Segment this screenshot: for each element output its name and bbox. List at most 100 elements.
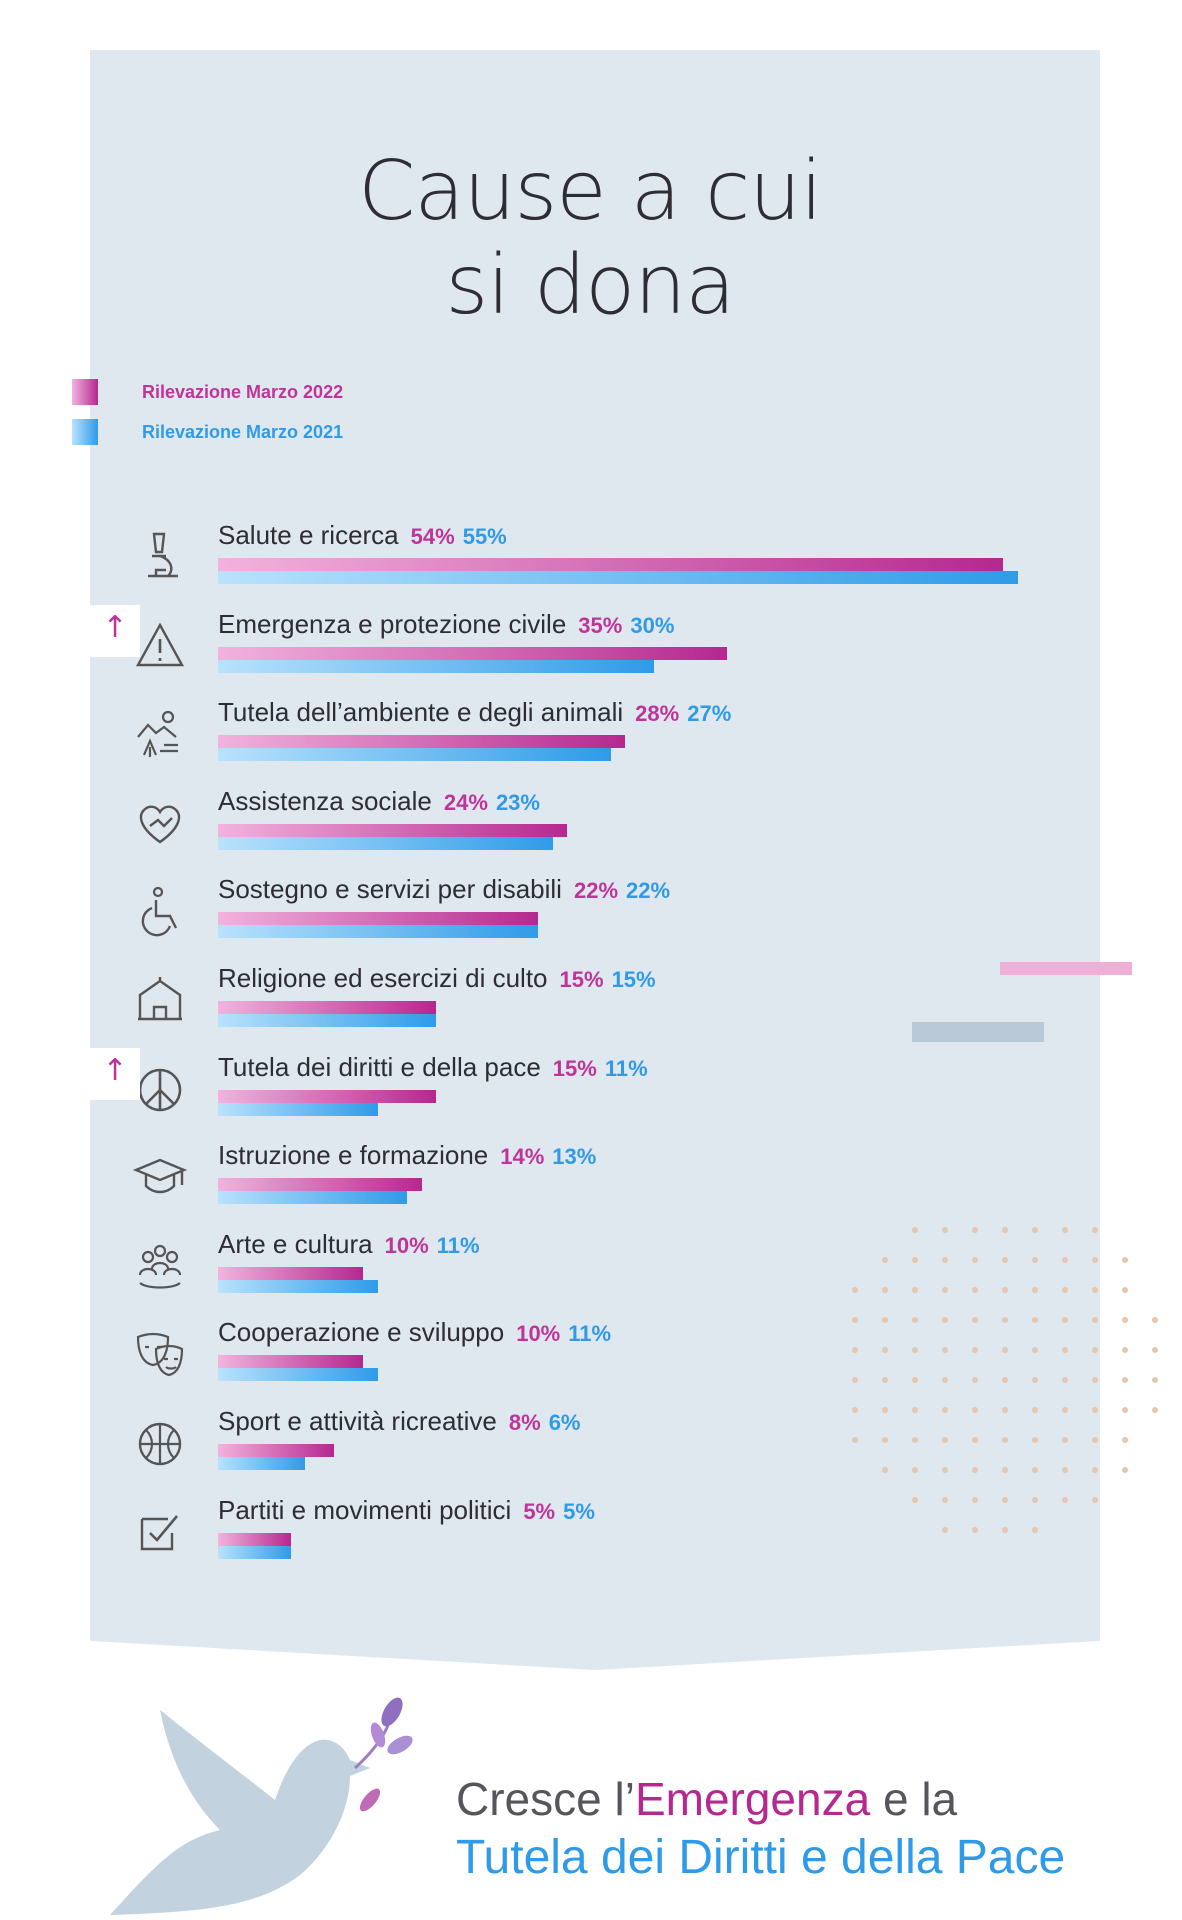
bar-2021 xyxy=(218,1102,378,1116)
category-label: Religione ed esercizi di culto xyxy=(218,963,548,993)
decorative-dot xyxy=(852,1407,858,1413)
decorative-dot xyxy=(972,1317,978,1323)
decorative-dot xyxy=(1032,1437,1038,1443)
decorative-dot xyxy=(1092,1437,1098,1443)
title-line-1: Cause a cui xyxy=(358,144,823,239)
decorative-dot xyxy=(972,1527,978,1533)
chart-title: Cause a cui si dona xyxy=(300,145,880,333)
footer-line-1: Cresce l’Emergenza e la xyxy=(456,1770,1065,1828)
bar-label: Salute e ricerca 54% 55% xyxy=(218,520,507,551)
decorative-dot xyxy=(942,1527,948,1533)
decorative-dot xyxy=(882,1377,888,1383)
decorative-dot xyxy=(942,1227,948,1233)
category-label: Emergenza e protezione civile xyxy=(218,608,567,639)
value-label-2022: 54% xyxy=(410,524,455,549)
decorative-dot xyxy=(1122,1407,1128,1413)
value-label-2022: 24% xyxy=(443,789,488,815)
bar-row: Sostegno e servizi per disabili 22% 22% xyxy=(130,874,1070,954)
decorative-dot xyxy=(882,1437,888,1443)
decorative-dot xyxy=(1032,1287,1038,1293)
decorative-dot xyxy=(912,1467,918,1473)
decorative-dot xyxy=(1002,1227,1008,1233)
decorative-dot xyxy=(1062,1467,1068,1473)
decorative-dot xyxy=(942,1407,948,1413)
decorative-dot xyxy=(1032,1407,1038,1413)
bar-2022 xyxy=(218,1444,335,1457)
bar-row: Istruzione e formazione 14% 13% xyxy=(130,1140,1070,1220)
decorative-dot xyxy=(912,1347,918,1353)
bar-label: Assistenza sociale 24% 23% xyxy=(218,786,540,817)
footer: Cresce l’Emergenza e la Tutela dei Dirit… xyxy=(0,1690,1182,1920)
bar-2022 xyxy=(218,1089,437,1103)
decorative-dot xyxy=(912,1227,918,1233)
value-label-2021: 13% xyxy=(552,1144,597,1170)
decorative-dot xyxy=(882,1287,888,1293)
decorative-dot xyxy=(1002,1287,1008,1293)
bar-2021 xyxy=(218,748,611,762)
value-label-2021: 15% xyxy=(611,967,656,992)
decorative-dot xyxy=(1062,1437,1068,1443)
decorative-dot xyxy=(1002,1407,1008,1413)
bar-label: Cooperazione e sviluppo 10% 11% xyxy=(218,1317,611,1348)
bar-2021 xyxy=(218,1545,291,1559)
decorative-dot xyxy=(1032,1377,1038,1383)
decorative-dot xyxy=(972,1227,978,1233)
decorative-dot xyxy=(1152,1317,1158,1323)
decorative-blue-stripe xyxy=(912,1022,1044,1042)
decorative-dot xyxy=(1122,1467,1128,1473)
legend-item-2021: Rilevazione Marzo 2021 xyxy=(72,412,343,452)
value-label-2022: 10% xyxy=(516,1321,561,1347)
bar-2021 xyxy=(218,571,1018,584)
decorative-dot xyxy=(852,1437,858,1443)
bar-row: ↑ Tutela dei diritti e della pace 15% 11% xyxy=(90,1047,1070,1132)
decorative-dot xyxy=(852,1347,858,1353)
decorative-dot xyxy=(1032,1527,1038,1533)
decorative-dot xyxy=(1002,1377,1008,1383)
decorative-dot xyxy=(1032,1317,1038,1323)
decorative-dot xyxy=(972,1467,978,1473)
category-label: Salute e ricerca xyxy=(218,520,399,550)
bar-label: Tutela dei diritti e della pace 15% 11% xyxy=(218,1052,648,1083)
bar-row: Assistenza sociale 24% 23% xyxy=(130,786,1070,866)
legend-swatch-2022 xyxy=(72,379,98,405)
value-label-2021: 5% xyxy=(563,1498,595,1524)
bar-2022 xyxy=(218,1001,437,1014)
decorative-dot-pattern xyxy=(852,1227,1158,1533)
decorative-dot xyxy=(942,1287,948,1293)
bar-label: Arte e cultura 10% 11% xyxy=(218,1229,480,1260)
category-label: Tutela dell’ambiente e degli animali xyxy=(218,697,624,728)
bar-2022 xyxy=(218,1532,291,1546)
decorative-dot xyxy=(912,1407,918,1413)
decorative-dot xyxy=(972,1377,978,1383)
decorative-dot xyxy=(882,1257,888,1263)
bar-2022 xyxy=(218,558,1004,571)
bar-2022 xyxy=(218,1266,364,1280)
decorative-dot xyxy=(942,1467,948,1473)
decorative-dot xyxy=(1092,1347,1098,1353)
category-label: Istruzione e formazione xyxy=(218,1140,489,1171)
category-label: Partiti e movimenti politici xyxy=(218,1494,512,1525)
category-label: Tutela dei diritti e della pace xyxy=(218,1051,541,1082)
increase-arrow-icon: ↑ xyxy=(90,1047,140,1100)
bar-2021 xyxy=(218,659,655,673)
decorative-dot xyxy=(882,1467,888,1473)
decorative-dot xyxy=(1062,1227,1068,1233)
bar-2022 xyxy=(218,912,538,926)
decorative-dot xyxy=(912,1257,918,1263)
decorative-dot xyxy=(1092,1227,1098,1233)
footer-line-1-end: e la xyxy=(870,1773,958,1825)
microscope-icon xyxy=(130,526,190,586)
bar-row: Arte e cultura 10% 11% xyxy=(130,1229,1070,1309)
bar-row: Cooperazione e sviluppo 10% 11% xyxy=(130,1317,1070,1397)
decorative-dot xyxy=(1062,1317,1068,1323)
bar-2021 xyxy=(218,1191,408,1205)
category-label: Assistenza sociale xyxy=(218,785,432,816)
basketball-icon xyxy=(130,1412,190,1472)
value-label-2021: 30% xyxy=(630,612,675,638)
value-label-2021: 11% xyxy=(604,1055,648,1081)
bar-label: Sostegno e servizi per disabili 22% 22% xyxy=(218,874,670,905)
value-label-2021: 23% xyxy=(495,789,540,815)
bar-row: ↑ Emergenza e protezione civile 35% 30% xyxy=(90,604,1070,689)
decorative-dot xyxy=(1122,1287,1128,1293)
bar-label: Partiti e movimenti politici 5% 5% xyxy=(218,1495,595,1526)
